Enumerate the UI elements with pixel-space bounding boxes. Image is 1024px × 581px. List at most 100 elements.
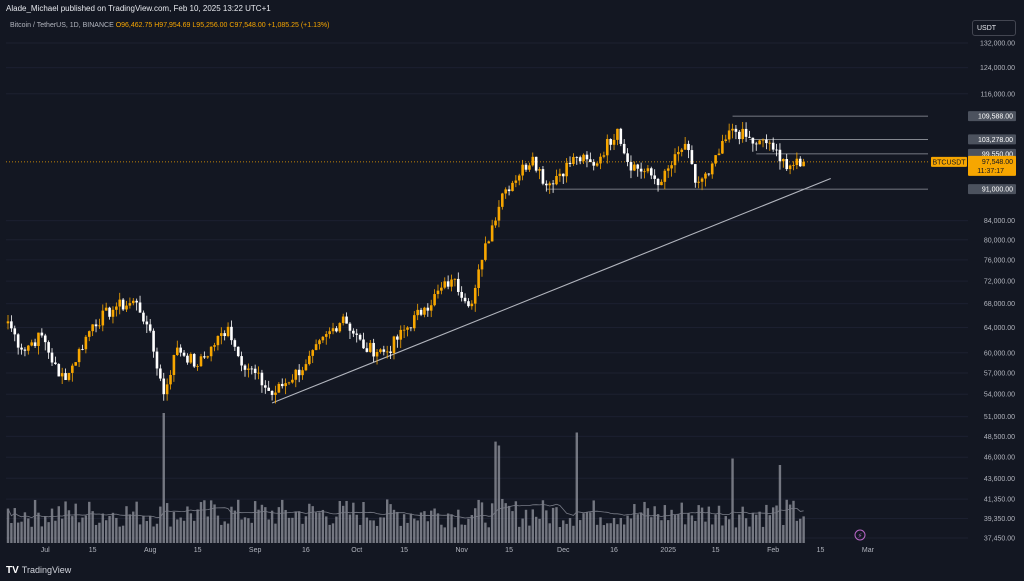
volume-bar [602, 525, 606, 543]
candle-body [443, 281, 447, 288]
candle-body [653, 175, 656, 179]
currency-button[interactable]: USDT [972, 20, 1016, 36]
volume-bar [589, 512, 592, 543]
candle-body [585, 154, 589, 160]
time-tick-label: Oct [351, 547, 362, 554]
volume-bar [331, 523, 335, 543]
candle-body [287, 382, 291, 384]
candle-body [368, 342, 372, 352]
volume-bar [128, 514, 132, 543]
volume-bar [77, 522, 81, 543]
candle-body [247, 368, 250, 370]
volume-bar [680, 502, 683, 543]
candle-body [477, 269, 480, 288]
candle-body [440, 287, 443, 291]
candle-body [738, 131, 741, 140]
volume-bar [318, 512, 321, 543]
volume-bar [385, 499, 389, 543]
candle-body [175, 347, 179, 356]
volume-bar [639, 512, 643, 543]
volume-bar [707, 506, 711, 543]
volume-bar [555, 507, 558, 543]
candle-body [724, 139, 728, 141]
candle-body [528, 165, 531, 170]
candle-body [507, 189, 511, 192]
candle-body [484, 243, 487, 260]
volume-bar [667, 520, 670, 543]
candle-body [450, 279, 453, 287]
candle-body [37, 332, 40, 346]
volume-bar [365, 517, 369, 543]
volume-bar [650, 517, 653, 543]
volume-bar [558, 527, 562, 543]
volume-bar [348, 514, 352, 543]
volume-bar [91, 511, 94, 543]
last-price-label: 97,548.00 [982, 159, 1013, 166]
candle-body [104, 307, 108, 311]
volume-bar [375, 525, 379, 543]
candle-body [196, 366, 199, 367]
volume-bar [60, 518, 64, 543]
volume-bar [402, 514, 406, 543]
candle-body [744, 128, 748, 137]
candle-body [54, 362, 57, 365]
candle-body [162, 378, 166, 395]
volume-bar [199, 502, 203, 543]
volume-bar [179, 517, 182, 543]
candle-body [616, 128, 619, 140]
candle-body [87, 331, 91, 337]
volume-bar [687, 513, 690, 543]
candle-body [409, 327, 413, 329]
tradingview-logo[interactable]: TV TradingView [6, 565, 71, 576]
volume-bar [656, 514, 660, 543]
candle-body [223, 333, 226, 337]
candle-body [57, 364, 61, 377]
high-value: H97,954.69 [154, 22, 191, 29]
candle-body [782, 159, 785, 162]
volume-bar [548, 523, 551, 543]
volume-bar [209, 500, 213, 543]
volume-bar [277, 507, 281, 543]
volume-bar [341, 505, 345, 543]
volume-bar [626, 515, 629, 543]
candle-body [128, 303, 132, 306]
candle-body [91, 324, 94, 332]
price-tick-label: 39,350.00 [984, 516, 1015, 523]
volume-bar [643, 501, 646, 543]
volume-bar [132, 511, 135, 543]
candle-body [605, 138, 609, 156]
candle-body [372, 342, 375, 357]
volume-bar [237, 499, 240, 543]
price-chart[interactable]: 132,000.00 124,000.00 116,000.00 84,000.00 8… [0, 0, 1024, 562]
candle-body [714, 155, 717, 164]
symbol-legend[interactable]: Bitcoin / TetherUS, 1D, BINANCE O96,462.… [10, 22, 329, 29]
volume-bar [84, 515, 88, 543]
candle-body [670, 165, 673, 169]
candle-body [267, 387, 270, 391]
volume-bar [463, 524, 467, 543]
candle-body [517, 175, 521, 181]
candle-body [741, 128, 744, 140]
volume-bar [660, 520, 663, 543]
candle-body [321, 336, 325, 341]
volume-bar [30, 526, 33, 543]
candle-body [314, 344, 318, 351]
candle-body [260, 372, 264, 386]
volume-bar [148, 516, 152, 543]
volume-bar [426, 521, 430, 543]
candle-body [67, 372, 71, 380]
volume-bar [186, 506, 189, 543]
volume-bar [521, 518, 524, 543]
close-value: C97,548.00 [229, 22, 266, 29]
volume-bar [622, 524, 626, 543]
price-badges: 109,588.00 103,278.00 99,550.00 91,000.00 BT… [854, 111, 1016, 541]
candle-body [467, 301, 470, 307]
volume-bar [504, 503, 507, 543]
low-value: L95,256.00 [192, 22, 228, 29]
price-tick-label: 132,000.00 [980, 41, 1015, 48]
candle-body [115, 306, 118, 310]
candle-body [10, 321, 13, 329]
candle-body [707, 173, 711, 175]
time-tick-label: Jul [41, 547, 50, 554]
volume-bar [724, 516, 727, 543]
